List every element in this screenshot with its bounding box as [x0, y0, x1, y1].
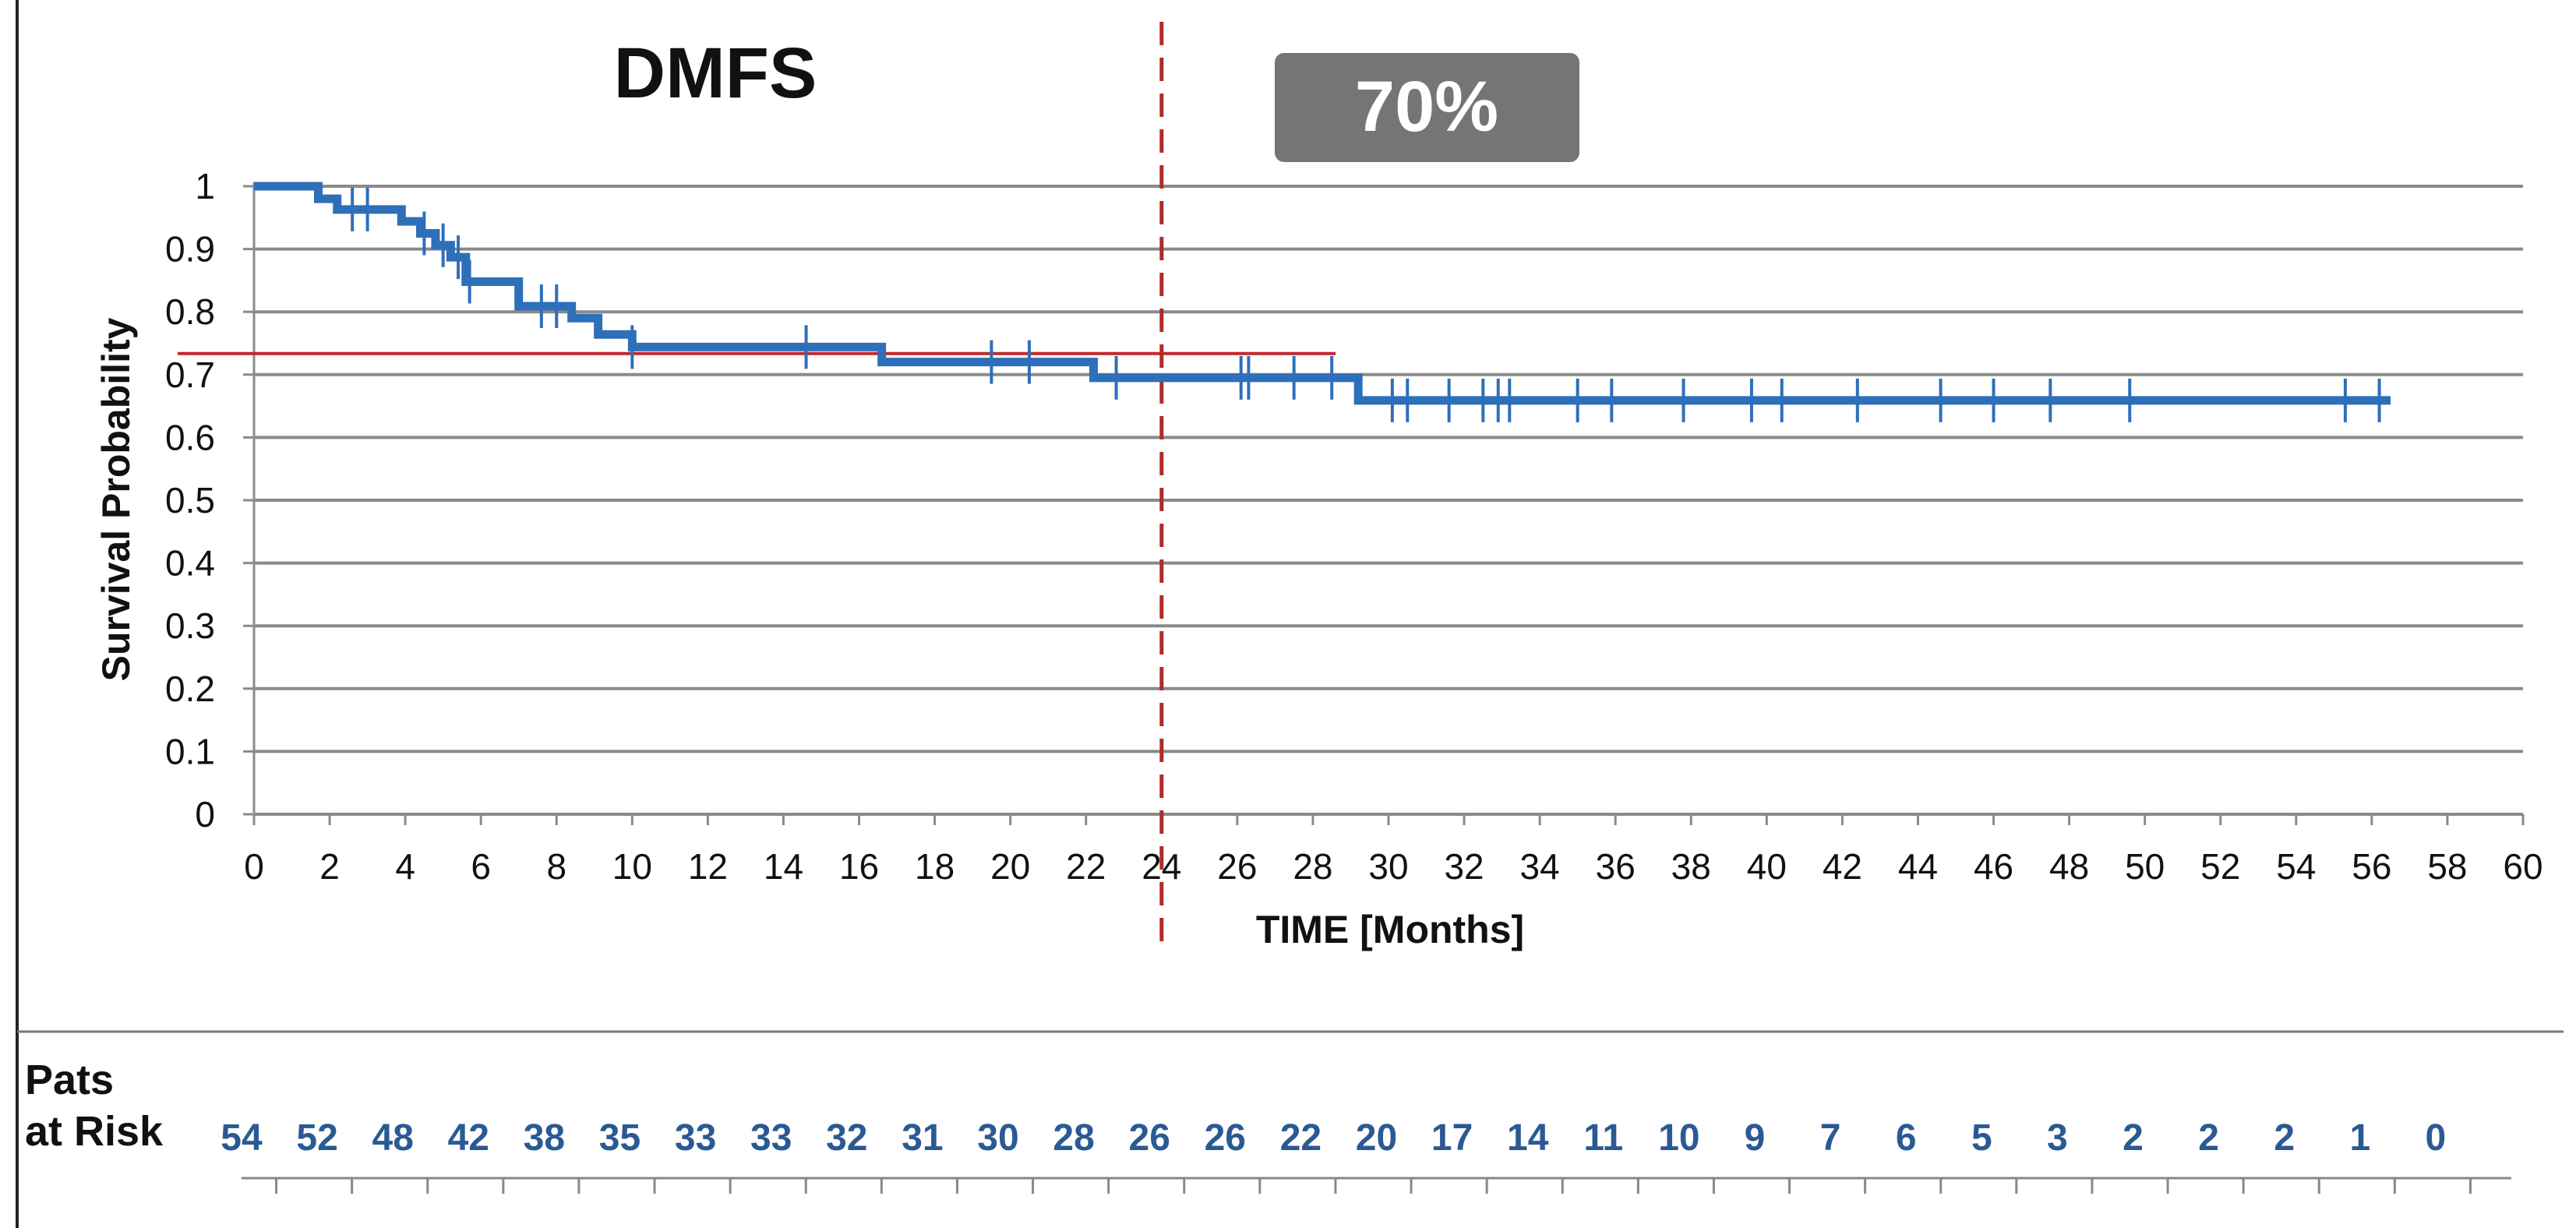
y-tick-label: 0.7 — [165, 355, 215, 395]
x-tick-label: 32 — [1444, 846, 1484, 887]
y-tick-label: 1 — [195, 166, 215, 206]
at-risk-count: 33 — [675, 1117, 716, 1159]
at-risk-count: 52 — [296, 1117, 337, 1159]
x-tick-label: 60 — [2503, 846, 2542, 887]
at-risk-count: 22 — [1280, 1117, 1322, 1159]
at-risk-count: 38 — [524, 1117, 565, 1159]
x-tick-label: 52 — [2200, 846, 2240, 887]
x-tick-label: 42 — [1823, 846, 1862, 887]
chart-title: DMFS — [614, 34, 817, 113]
at-risk-count: 9 — [1745, 1117, 1766, 1159]
x-tick-label: 22 — [1066, 846, 1106, 887]
annotation-badge — [1275, 53, 1579, 162]
y-tick-label: 0.8 — [165, 291, 215, 332]
x-tick-label: 28 — [1293, 846, 1332, 887]
x-tick-label: 20 — [990, 846, 1030, 887]
x-tick-label: 4 — [395, 846, 415, 887]
x-tick-label: 38 — [1671, 846, 1711, 887]
at-risk-count: 35 — [599, 1117, 640, 1159]
x-tick-label: 12 — [688, 846, 728, 887]
at-risk-count: 26 — [1129, 1117, 1170, 1159]
at-risk-label-line2: at Risk — [25, 1108, 164, 1155]
y-tick-label: 0.3 — [165, 605, 215, 646]
x-tick-label: 56 — [2352, 846, 2391, 887]
at-risk-count: 14 — [1507, 1117, 1549, 1159]
x-tick-label: 6 — [471, 846, 491, 887]
x-tick-label: 44 — [1898, 846, 1938, 887]
at-risk-count: 7 — [1820, 1117, 1841, 1159]
annotation-label: 70% — [1355, 67, 1498, 146]
x-tick-label: 26 — [1217, 846, 1257, 887]
x-tick-label: 48 — [2049, 846, 2089, 887]
x-tick-label: 18 — [915, 846, 955, 887]
x-tick-label: 58 — [2427, 846, 2467, 887]
survival-curve — [254, 182, 2391, 405]
at-risk-count: 48 — [372, 1117, 414, 1159]
x-axis-title: TIME [Months] — [1256, 908, 1524, 951]
x-tick-label: 0 — [244, 846, 264, 887]
x-tick-label: 14 — [764, 846, 803, 887]
x-tick-label: 8 — [546, 846, 566, 887]
x-tick-label: 40 — [1747, 846, 1787, 887]
at-risk-count: 31 — [902, 1117, 943, 1159]
x-tick-label: 2 — [319, 846, 340, 887]
y-tick-label: 0.9 — [165, 229, 215, 270]
at-risk-count: 26 — [1205, 1117, 1246, 1159]
at-risk-count: 0 — [2426, 1117, 2447, 1159]
x-tick-label: 54 — [2276, 846, 2316, 887]
at-risk-count: 6 — [1896, 1117, 1917, 1159]
at-risk-count: 28 — [1053, 1117, 1094, 1159]
y-tick-label: 0.2 — [165, 669, 215, 709]
y-tick-label: 0.4 — [165, 543, 215, 584]
x-tick-label: 10 — [612, 846, 652, 887]
at-risk-count: 11 — [1583, 1117, 1623, 1159]
at-risk-count: 54 — [221, 1117, 263, 1159]
at-risk-count: 3 — [2047, 1117, 2068, 1159]
x-tick-label: 36 — [1596, 846, 1636, 887]
x-tick-label: 24 — [1142, 846, 1181, 887]
x-tick-label: 30 — [1368, 846, 1408, 887]
at-risk-count: 2 — [2274, 1117, 2295, 1159]
at-risk-count: 2 — [2198, 1117, 2219, 1159]
at-risk-count: 5 — [1971, 1117, 1992, 1159]
y-tick-label: 0 — [195, 794, 215, 835]
at-risk-count: 30 — [977, 1117, 1018, 1159]
at-risk-count: 42 — [448, 1117, 489, 1159]
at-risk-count: 20 — [1356, 1117, 1397, 1159]
y-axis-title: Survival Probability — [94, 317, 138, 681]
at-risk-count: 10 — [1658, 1117, 1699, 1159]
y-tick-label: 0.6 — [165, 417, 215, 457]
x-tick-label: 16 — [839, 846, 879, 887]
y-tick-label: 0.5 — [165, 480, 215, 520]
at-risk-count: 17 — [1431, 1117, 1473, 1159]
at-risk-label-line1: Pats — [25, 1057, 114, 1103]
x-tick-label: 34 — [1520, 846, 1560, 887]
x-tick-label: 46 — [1974, 846, 2013, 887]
at-risk-count: 2 — [2123, 1117, 2144, 1159]
x-tick-label: 50 — [2125, 846, 2165, 887]
at-risk-count: 32 — [826, 1117, 867, 1159]
at-risk-count: 1 — [2349, 1117, 2370, 1159]
y-tick-label: 0.1 — [165, 731, 215, 771]
at-risk-count: 33 — [750, 1117, 792, 1159]
